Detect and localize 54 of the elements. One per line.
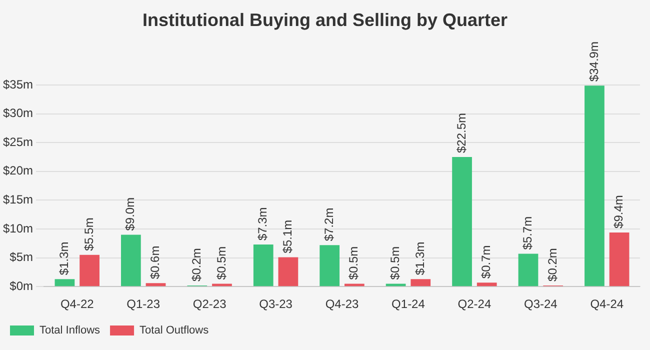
data-label: $5.7m xyxy=(520,216,535,250)
bar xyxy=(344,284,364,286)
y-tick-label: $30m xyxy=(2,106,34,120)
legend-label: Total Outflows xyxy=(140,324,210,337)
y-tick-label: $10m xyxy=(2,221,34,236)
bar xyxy=(452,157,472,286)
bar xyxy=(212,284,232,286)
y-tick-label: $15m xyxy=(2,192,34,207)
bar xyxy=(54,279,75,286)
data-label: $0.2m xyxy=(189,248,204,282)
y-tick-label: $20m xyxy=(2,164,34,178)
legend-label: Total Inflows xyxy=(40,324,101,337)
bar xyxy=(121,234,141,286)
bar xyxy=(518,254,538,286)
x-tick-label: Q1-23 xyxy=(126,297,160,312)
x-tick-label: Q4-23 xyxy=(325,297,360,312)
data-label: $7.2m xyxy=(322,208,336,242)
data-label: $9.4m xyxy=(612,195,626,228)
x-tick-label: Q3-23 xyxy=(259,297,293,312)
data-label: $5.5m xyxy=(82,218,96,251)
chart-title: Institutional Buying and Selling by Quarter xyxy=(141,9,509,32)
data-label: $0.6m xyxy=(148,246,162,280)
data-label: $0.7m xyxy=(479,245,494,279)
bar xyxy=(410,279,431,286)
bar xyxy=(146,283,166,286)
bar xyxy=(476,282,497,286)
data-label: $22.5m xyxy=(454,112,468,153)
x-tick-label: Q4-24 xyxy=(590,297,624,312)
bar xyxy=(584,86,604,286)
data-label: $0.5m xyxy=(346,246,361,280)
x-tick-label: Q2-23 xyxy=(192,297,227,312)
data-label: $0.5m xyxy=(388,246,402,280)
data-label: $0.5m xyxy=(214,246,228,280)
bar xyxy=(320,245,340,286)
bar xyxy=(80,254,100,286)
x-tick-label: Q4-22 xyxy=(60,297,94,312)
y-tick-label: $5m xyxy=(10,250,34,264)
x-tick-label: Q1-24 xyxy=(392,297,426,312)
x-tick-label: Q2-24 xyxy=(458,297,492,312)
data-label: $1.3m xyxy=(412,242,427,276)
bar xyxy=(253,244,274,286)
bar xyxy=(609,232,630,286)
y-tick-label: $35m xyxy=(2,77,34,92)
data-label: $34.9m xyxy=(586,42,601,82)
data-label: $1.3m xyxy=(57,242,72,276)
data-label: $5.1m xyxy=(280,220,295,254)
x-tick-label: Q3-24 xyxy=(524,297,558,312)
data-label: $9.0m xyxy=(123,197,138,231)
data-label: $0.2m xyxy=(545,248,560,282)
data-label: $7.3m xyxy=(256,207,270,241)
y-tick-label: $25m xyxy=(2,134,34,149)
bar xyxy=(386,284,406,286)
bar xyxy=(278,257,298,286)
y-tick-label: $0m xyxy=(10,278,34,293)
